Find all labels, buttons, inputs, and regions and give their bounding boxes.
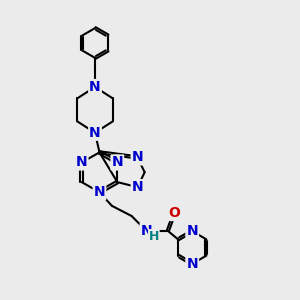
Text: N: N — [132, 150, 143, 164]
Text: H: H — [149, 230, 159, 243]
Text: N: N — [186, 224, 198, 238]
Text: N: N — [141, 224, 152, 238]
Text: N: N — [112, 155, 123, 170]
Text: N: N — [94, 185, 105, 199]
Text: N: N — [132, 180, 143, 194]
Text: N: N — [76, 155, 88, 170]
Text: O: O — [168, 206, 180, 220]
Text: N: N — [89, 126, 101, 140]
Text: N: N — [186, 257, 198, 271]
Text: N: N — [89, 80, 101, 94]
